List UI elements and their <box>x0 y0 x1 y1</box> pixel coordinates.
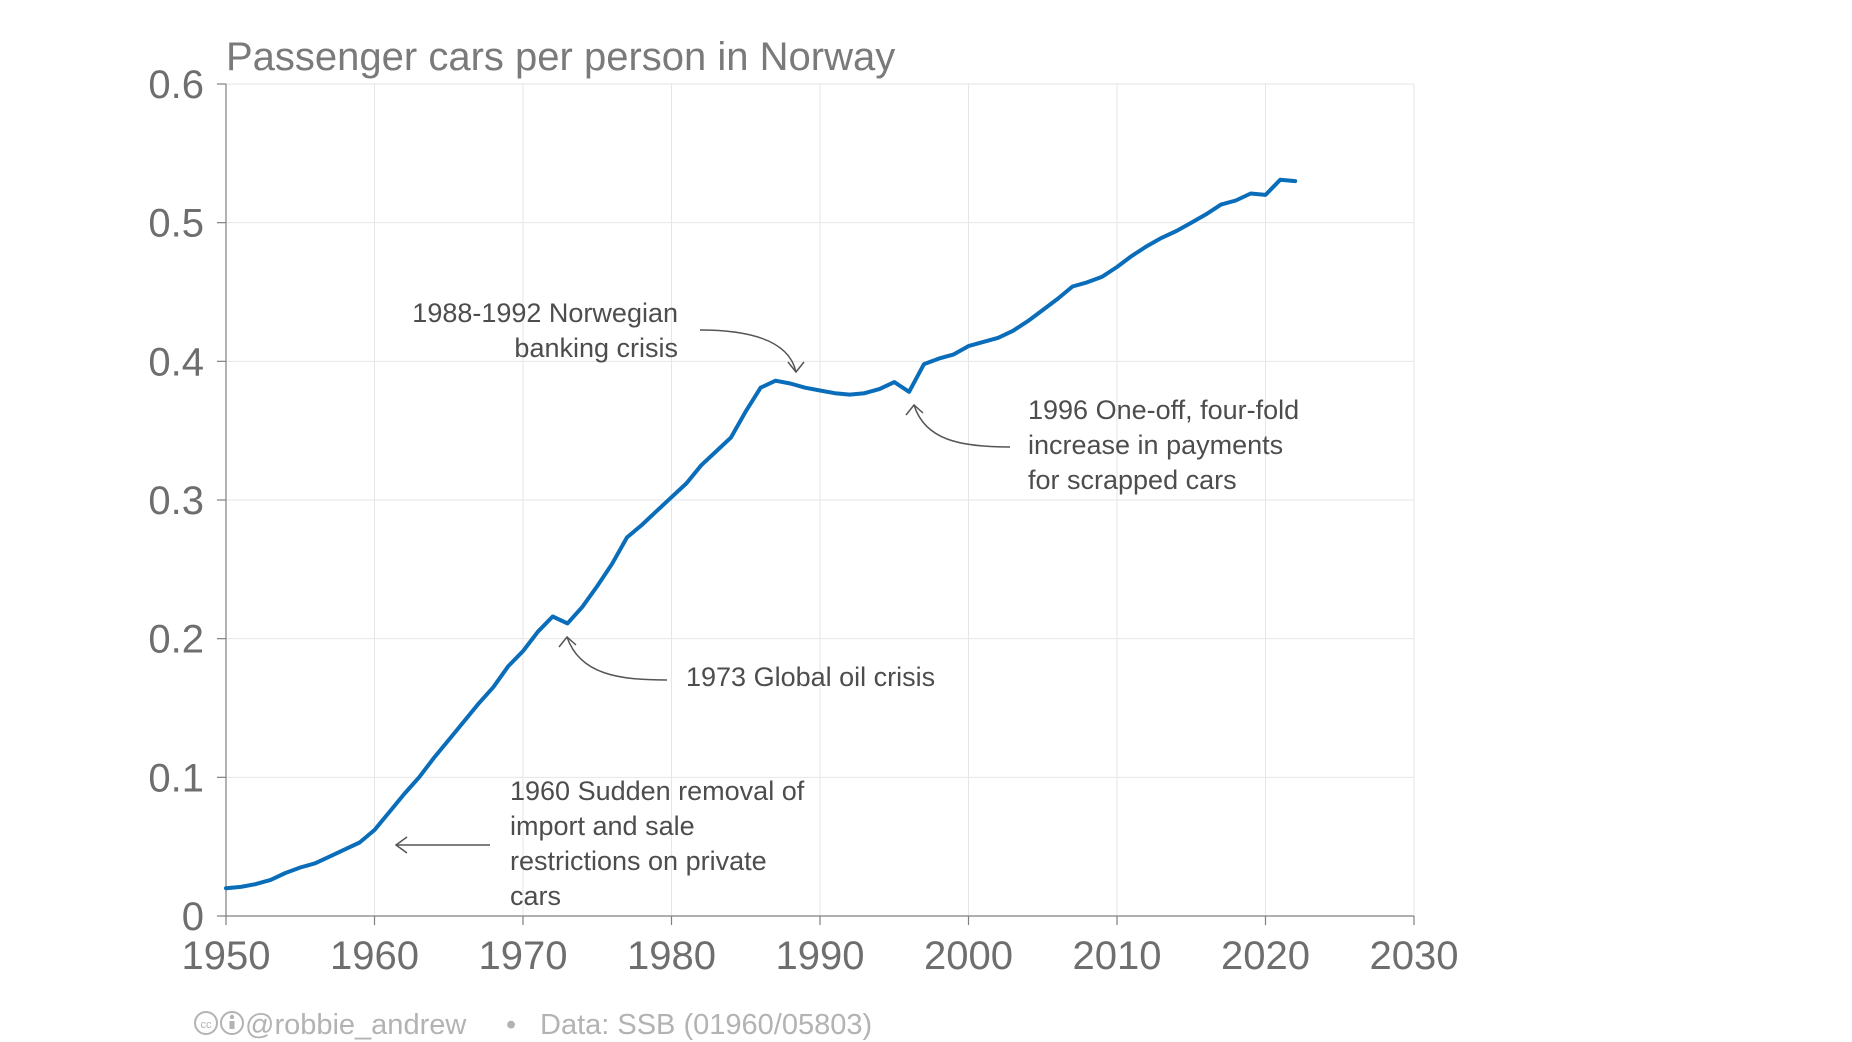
annotations: 1988-1992 Norwegian banking crisis 1996 On… <box>394 298 1299 911</box>
annotation: 1960 Sudden removal of import and sale res… <box>394 776 805 911</box>
annotation-text: 1996 One-off, four-fold increase in payme… <box>1028 395 1299 495</box>
axes <box>217 83 1415 925</box>
annotation-line: 1973 Global oil crisis <box>686 662 935 692</box>
footer-separator: • <box>506 1009 516 1041</box>
annotation: 1996 One-off, four-fold increase in payme… <box>905 395 1299 495</box>
annotation-line: 1988-1992 Norwegian <box>412 298 678 328</box>
annotation-arrowhead <box>905 403 924 416</box>
annotation-text: 1960 Sudden removal of import and sale res… <box>510 776 805 911</box>
x-tick-label: 2010 <box>1073 934 1162 978</box>
annotation-arrowhead <box>558 635 577 648</box>
svg-text:cc: cc <box>201 1019 213 1031</box>
annotation-text: 1973 Global oil crisis <box>686 662 935 692</box>
x-tick-label: 2020 <box>1221 934 1310 978</box>
x-tick-label: 1980 <box>627 934 716 978</box>
annotation-arrow <box>566 636 668 681</box>
x-tick-label: 2000 <box>924 934 1013 978</box>
footer-author: @robbie_andrew <box>245 1009 467 1041</box>
annotation-line: import and sale <box>510 811 695 841</box>
cc-icon: cc <box>194 1011 218 1035</box>
grid <box>226 83 1415 916</box>
annotation-line: restrictions on private <box>510 846 767 876</box>
annotation: 1973 Global oil crisis <box>558 635 935 692</box>
y-tick-label: 0.1 <box>148 756 204 800</box>
footer: cc @robbie_andrew • Data: SSB (01960/058… <box>194 1009 872 1041</box>
annotation-line: 1960 Sudden removal of <box>510 776 805 806</box>
annotation-text: 1988-1992 Norwegian banking crisis <box>412 298 678 363</box>
y-tick-label: 0.2 <box>148 618 204 662</box>
y-tick-label: 0.4 <box>148 340 204 384</box>
footer-source: Data: SSB (01960/05803) <box>540 1009 872 1041</box>
chart-title: Passenger cars per person in Norway <box>226 35 895 79</box>
y-tick-label: 0.5 <box>148 202 204 246</box>
annotation-line: increase in payments <box>1028 430 1283 460</box>
annotation-arrowhead <box>394 836 408 854</box>
annotation: 1988-1992 Norwegian banking crisis <box>412 298 805 374</box>
annotation-line: cars <box>510 881 561 911</box>
x-tick-label: 2030 <box>1370 934 1459 978</box>
x-tick-label: 1950 <box>182 934 271 978</box>
cars-per-person-line <box>224 177 1298 891</box>
annotation-line: for scrapped cars <box>1028 465 1237 495</box>
x-tick-label: 1970 <box>479 934 568 978</box>
annotation-line: banking crisis <box>514 333 678 363</box>
annotation-arrow <box>913 404 1011 448</box>
x-tick-label: 1990 <box>776 934 865 978</box>
y-tick-label: 0.6 <box>148 63 204 107</box>
annotation-line: 1996 One-off, four-fold <box>1028 395 1299 425</box>
y-tick-label: 0 <box>182 895 204 939</box>
y-tick-label: 0.3 <box>148 479 204 523</box>
annotation-arrowhead <box>787 361 805 374</box>
x-tick-label: 1960 <box>330 934 419 978</box>
by-icon <box>220 1011 244 1035</box>
tick-labels: 1950 1960 1970 1980 1990 2000 2010 2020 2030 0 0.1… <box>148 63 1458 978</box>
annotation-arrow <box>699 329 797 373</box>
